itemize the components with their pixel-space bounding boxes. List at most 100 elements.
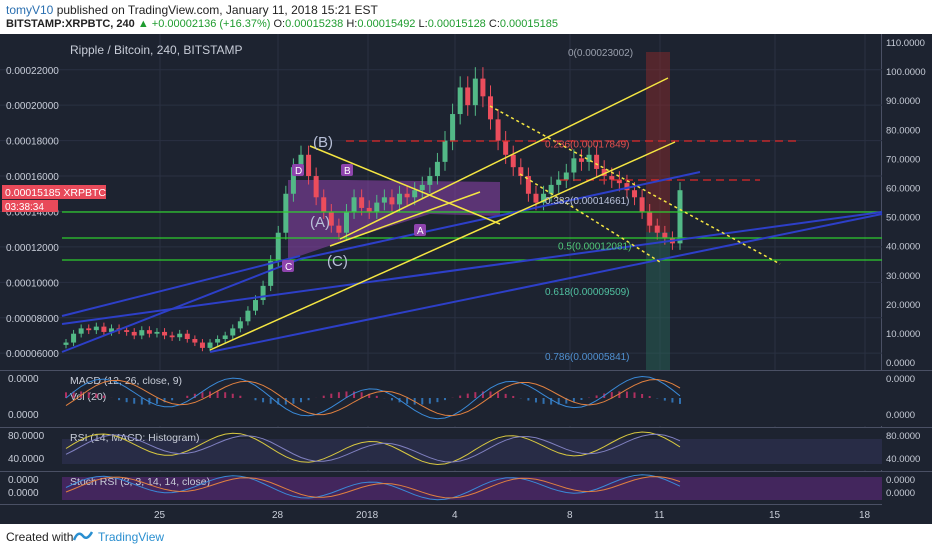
candle-body [343,211,349,233]
candle-body [275,232,281,262]
pane-right-tick: 0.0000 [886,374,915,385]
indicator-pane [0,370,882,426]
candle-body [63,342,69,345]
ohlc-line: BITSTAMP:XRPBTC, 240 ▲ +0.00002136 (+16.… [6,18,558,30]
candle-body [290,167,296,194]
chart-svg[interactable]: 0(0.00023002) 0.236(0.00017849) 0.382(0.00… [0,34,932,524]
pane-left-tick: 40.0000 [8,454,45,465]
wave-badge-A: A [414,224,426,237]
pane-right-tick: 0.0000 [886,488,915,499]
wave-label-A-paren: (A) [310,214,330,231]
purple-pattern [288,180,500,260]
candle-body [389,197,395,205]
candle-body [442,140,448,162]
yellow-triangle-upper [309,145,501,225]
yellow-channel-lower [209,141,676,351]
candle-body [351,197,357,212]
candle-body [313,176,319,198]
candle-body [632,190,638,198]
candle-body [86,328,92,331]
candle-body [366,207,372,212]
author-link[interactable]: tomyV10 [6,3,54,17]
candle-body [131,331,137,336]
candle-body [222,335,228,340]
scale-tick-label: 60.0000 [886,184,920,195]
candle-body [616,179,622,184]
candle-body [381,197,387,203]
candle-body [253,300,259,311]
time-tick-label: 25 [154,510,166,521]
fib-level-label: 0.5(0.00012081) [558,241,631,252]
wave-label-B-paren: (B) [313,134,333,151]
candle-body [336,225,342,233]
candle-body [78,328,84,334]
candle-body [503,140,509,155]
yellow-channel-upper [339,77,669,240]
indicator-panes: MACD (12, 26, close, 9)Vol (20)0.00000.0… [0,370,932,504]
candle-body [108,328,114,332]
candle-body [556,179,562,185]
candle-body [192,339,198,343]
candle-body [586,154,592,162]
time-axis [0,504,932,524]
fib-level-label: 0.236(0.00017849) [545,139,630,150]
blue-trendline-1 [61,211,883,325]
oscillator-line [65,431,681,466]
fib-labels: 0(0.00023002) 0.236(0.00017849) 0.382(0.00… [545,48,633,363]
candle-body [639,197,645,212]
stoch-band [62,477,882,500]
candle-body [71,333,77,343]
wave-label-C-paren: (C) [327,253,348,270]
tradingview-logo-icon[interactable] [72,528,94,544]
time-tick-label: 8 [567,510,573,521]
price-tick-label: 0.00008000 [6,314,59,325]
price-tick-label: 0.00012000 [6,243,59,254]
candle-body [450,114,456,141]
candle-body [495,119,501,141]
close-value: 0.00015185 [499,18,558,30]
candle-body [184,333,190,340]
wave-badge-B: B [341,164,353,177]
yellow-dotted-1 [489,105,781,265]
candle-body [472,78,478,106]
scale-tick-label: 40.0000 [886,242,920,253]
low-value: 0.00015128 [427,18,486,30]
pane-right-tick: 0.0000 [886,475,915,486]
candle-body [412,190,418,198]
fib-level-label: 0.786(0.00005841) [545,352,630,363]
candle-body [169,335,175,338]
candle-body [510,154,516,168]
candle-body [601,168,607,177]
candle-body [533,193,539,203]
time-tick-label: 2018 [356,510,379,521]
publish-header: tomyV10 published on TradingView.com, Ja… [0,0,932,34]
pane-right-tick: 0.0000 [886,410,915,421]
pane-left-tick: 0.0000 [8,410,39,421]
scale-tick-label: 80.0000 [886,125,920,136]
price-tick-label: 0.00006000 [6,349,59,360]
candle-body [594,154,600,169]
candle-body [397,193,403,205]
candle-body [207,342,213,348]
candle-body [321,197,327,212]
chart-area[interactable]: 0(0.00023002) 0.236(0.00017849) 0.382(0.00… [0,34,932,524]
pane-right-tick: 80.0000 [886,431,920,442]
fib-zone-green [646,232,670,370]
wave-badge-C: C [282,260,294,273]
candle-body [124,330,130,332]
candle-body [146,330,152,334]
candle-body [215,339,221,343]
tradingview-link[interactable]: TradingView [98,530,165,544]
svg-text:B: B [344,166,351,177]
candle-body [404,193,410,198]
footer: Created with TradingView [0,524,932,550]
candle-body [465,87,471,106]
pane-left-tick: 0.0000 [8,475,39,486]
publish-line: tomyV10 published on TradingView.com, Ja… [6,3,378,17]
indicator-label: RSI (14, MACD: Histogram) [70,432,200,444]
price-tick-label: 0.00020000 [6,101,59,112]
price-tick-label: 0.00018000 [6,137,59,148]
candle-body [139,330,145,336]
open-value: 0.00015238 [285,18,344,30]
candle-body [101,326,107,332]
